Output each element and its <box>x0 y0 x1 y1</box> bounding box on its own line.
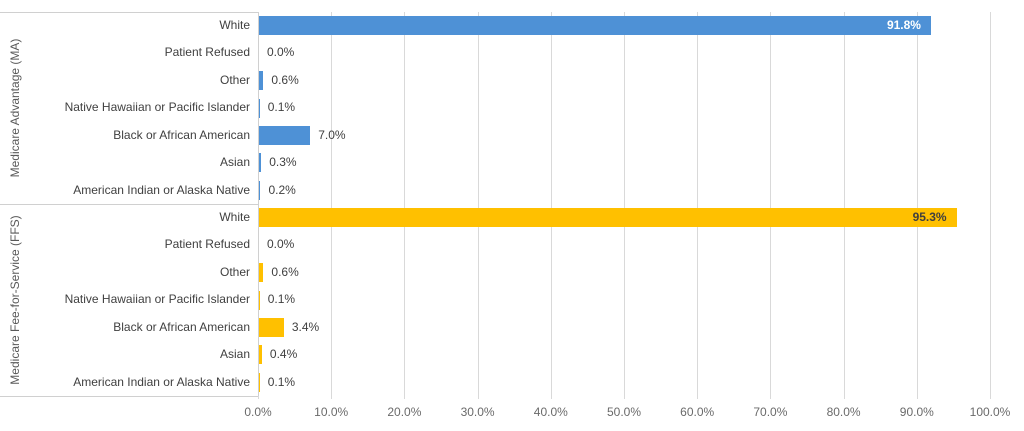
data-label: 0.0% <box>267 237 295 252</box>
bar <box>259 153 262 173</box>
data-label: 3.4% <box>291 319 320 334</box>
category-label: Native Hawaiian or Pacific Islander <box>64 292 250 307</box>
data-label: 0.0% <box>267 45 295 60</box>
bar <box>259 16 931 36</box>
category-label: White <box>219 18 250 32</box>
group-axis-label: Medicare Advantage (MA) <box>8 38 22 178</box>
category-axis-separator <box>0 12 258 13</box>
gridline <box>404 12 406 399</box>
gridline <box>331 12 333 399</box>
category-axis-separator <box>0 396 258 397</box>
x-axis-tick-label: 100.0% <box>969 405 1011 419</box>
data-label: 0.1% <box>267 374 296 389</box>
x-axis-tick-label: 90.0% <box>899 405 934 419</box>
category-label: Other <box>219 72 250 87</box>
bar <box>259 290 260 310</box>
category-label: White <box>219 210 250 224</box>
x-axis-tick-label: 10.0% <box>314 405 349 419</box>
category-label: Black or African American <box>113 319 250 334</box>
x-axis-tick-label: 40.0% <box>533 405 568 419</box>
data-label: 0.4% <box>269 347 298 362</box>
data-label: 0.1% <box>267 292 296 307</box>
gridline <box>770 12 772 399</box>
bar <box>259 317 284 337</box>
category-label: Native Hawaiian or Pacific Islander <box>64 100 250 115</box>
bar <box>259 71 264 91</box>
category-label: Patient Refused <box>164 237 250 252</box>
gridline <box>624 12 625 399</box>
bar <box>259 180 261 200</box>
bar <box>259 125 311 145</box>
value-axis-line <box>258 12 259 396</box>
data-label: 7.0% <box>318 127 346 142</box>
category-label: American Indian or Alaska Native <box>73 182 250 197</box>
gridline <box>990 12 991 399</box>
group-axis-label: Medicare Fee-for-Service (FFS) <box>8 215 22 385</box>
x-axis-tick-label: 60.0% <box>680 405 715 419</box>
x-axis-tick-label: 80.0% <box>826 405 861 419</box>
x-axis-tick-label: 50.0% <box>606 405 642 419</box>
data-label: 0.2% <box>268 182 296 197</box>
x-axis-tick-label: 20.0% <box>387 405 422 419</box>
category-label: American Indian or Alaska Native <box>73 374 250 389</box>
gridline <box>697 12 699 399</box>
gridline <box>843 12 845 399</box>
x-axis-tick-label: 70.0% <box>753 405 788 419</box>
bar <box>259 263 264 283</box>
data-label: 0.1% <box>267 100 296 115</box>
x-axis-tick-label: 0.0% <box>244 405 272 419</box>
data-label: 0.3% <box>269 155 297 170</box>
category-axis-separator <box>0 204 258 205</box>
data-label: 0.6% <box>271 72 299 87</box>
bar <box>259 208 957 228</box>
data-label: 91.8% <box>886 18 921 32</box>
data-label: 0.6% <box>271 264 299 279</box>
x-axis-tick-label: 30.0% <box>460 405 495 419</box>
category-label: Patient Refused <box>164 45 250 60</box>
category-label: Black or African American <box>113 127 250 142</box>
bar <box>259 345 262 365</box>
category-label: Asian <box>219 347 250 362</box>
category-label: Asian <box>219 155 250 170</box>
category-label: Other <box>219 264 250 279</box>
bar <box>259 98 260 118</box>
gridline <box>916 12 918 399</box>
gridline <box>477 12 479 399</box>
data-label: 95.3% <box>912 210 947 224</box>
bar <box>259 372 260 392</box>
gridline <box>550 12 552 399</box>
